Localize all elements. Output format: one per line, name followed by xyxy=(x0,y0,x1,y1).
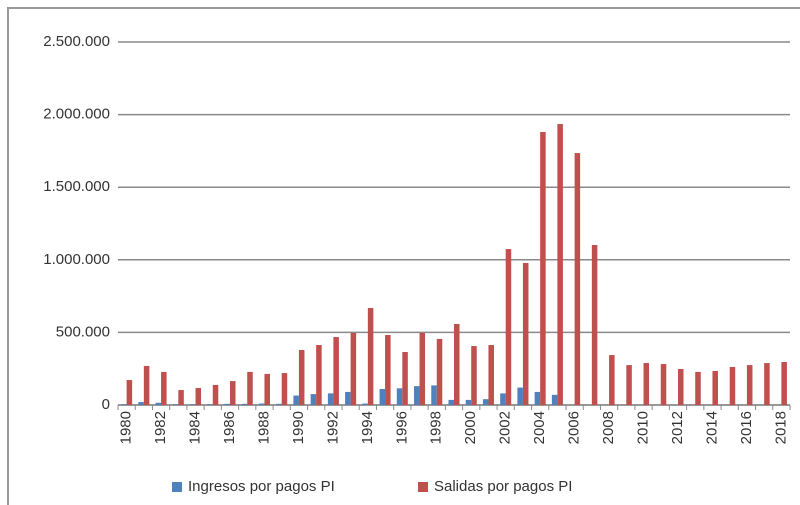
x-tick-label: 2018 xyxy=(772,411,789,444)
bar xyxy=(258,403,265,405)
bar xyxy=(482,399,489,405)
bar xyxy=(327,393,334,405)
y-tick-label: 1.500.000 xyxy=(43,178,110,195)
bar xyxy=(190,404,196,405)
bar xyxy=(522,262,529,405)
bar xyxy=(431,385,437,405)
bar xyxy=(500,393,506,405)
bar xyxy=(678,368,684,405)
bar xyxy=(298,349,305,405)
bar xyxy=(161,371,167,405)
bar xyxy=(414,386,420,405)
bar xyxy=(316,345,322,405)
x-tick-label: 2014 xyxy=(703,411,720,444)
x-tick-label: 1988 xyxy=(255,411,272,444)
bar xyxy=(626,365,632,405)
x-tick-label: 1990 xyxy=(290,411,307,444)
bar xyxy=(126,380,133,405)
bar xyxy=(241,403,248,405)
bar xyxy=(310,394,317,405)
bar xyxy=(695,371,701,405)
x-tick-label: 1984 xyxy=(187,411,204,444)
bar xyxy=(712,371,718,405)
bar xyxy=(551,394,558,405)
bar xyxy=(264,373,270,405)
bar xyxy=(138,402,144,405)
y-tick-label: 0 xyxy=(102,396,110,413)
bar xyxy=(591,244,598,405)
bar xyxy=(402,352,408,405)
x-tick-label: 1998 xyxy=(428,411,445,444)
y-tick-label: 2.000.000 xyxy=(43,106,110,123)
bar xyxy=(557,124,563,406)
bar xyxy=(178,390,184,405)
x-tick-label: 2008 xyxy=(600,411,617,444)
bar xyxy=(660,364,667,405)
bar xyxy=(609,355,615,405)
bar xyxy=(207,404,213,405)
bar xyxy=(764,363,770,405)
x-tick-label: 2000 xyxy=(462,411,479,444)
bar xyxy=(247,371,253,405)
bar xyxy=(534,391,541,405)
bar xyxy=(540,132,546,406)
y-tick-label: 500.000 xyxy=(56,323,110,340)
bar xyxy=(379,389,386,405)
bar xyxy=(230,381,236,405)
bar xyxy=(293,395,299,405)
legend-label: Ingresos por pagos PI xyxy=(188,478,335,495)
bar xyxy=(345,391,351,405)
bar xyxy=(362,403,368,405)
bar xyxy=(471,346,477,405)
bar xyxy=(172,404,179,405)
bar xyxy=(465,399,472,405)
x-tick-label: 1980 xyxy=(118,411,135,444)
bar xyxy=(143,365,150,405)
x-tick-label: 1986 xyxy=(221,411,238,444)
legend-swatch xyxy=(418,482,428,492)
x-tick-label: 1992 xyxy=(324,411,341,444)
bar xyxy=(574,153,581,405)
bar xyxy=(729,366,736,405)
bar xyxy=(276,403,282,405)
bar xyxy=(385,335,391,405)
bar xyxy=(488,345,494,405)
bar xyxy=(155,402,162,405)
bar xyxy=(224,403,230,405)
x-tick-label: 2016 xyxy=(738,411,755,444)
bar xyxy=(367,308,374,405)
chart-frame xyxy=(7,7,800,505)
bar xyxy=(419,332,426,405)
bar xyxy=(517,387,523,405)
bar xyxy=(448,399,454,405)
x-tick-label: 2006 xyxy=(566,411,583,444)
bar xyxy=(505,249,512,405)
bar xyxy=(781,362,787,405)
bar xyxy=(454,323,460,405)
bar xyxy=(436,338,443,405)
x-tick-label: 1996 xyxy=(393,411,410,444)
bar xyxy=(281,373,288,405)
y-tick-label: 1.000.000 xyxy=(43,251,110,268)
x-tick-label: 1994 xyxy=(359,411,376,444)
bar xyxy=(212,384,219,405)
x-tick-label: 2002 xyxy=(497,411,514,444)
legend-swatch xyxy=(172,482,182,492)
bar xyxy=(333,337,339,405)
bar xyxy=(746,365,753,405)
x-tick-label: 2010 xyxy=(635,411,652,444)
bar xyxy=(350,332,357,405)
x-tick-label: 2012 xyxy=(669,411,686,444)
bar xyxy=(643,363,650,405)
y-tick-label: 2.500.000 xyxy=(43,33,110,50)
bar xyxy=(195,388,202,405)
x-tick-label: 1982 xyxy=(152,411,169,444)
bar xyxy=(396,388,403,405)
legend-label: Salidas por pagos PI xyxy=(434,478,572,495)
bar xyxy=(121,404,127,405)
x-tick-label: 2004 xyxy=(531,411,548,444)
